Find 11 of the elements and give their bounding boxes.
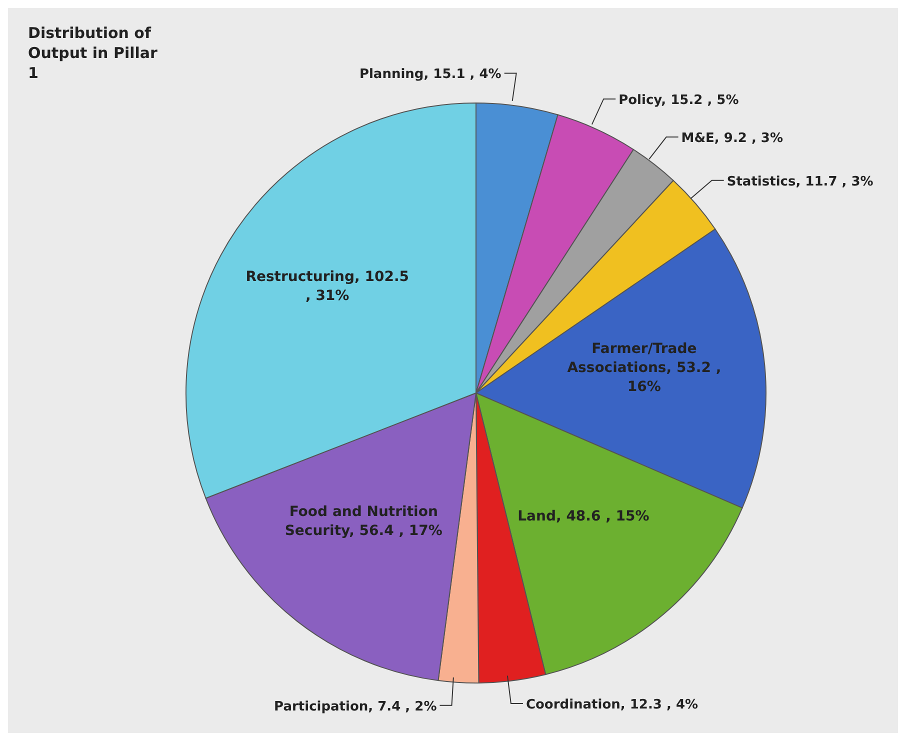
slice-label: Farmer/Trade Associations, 53.2 , 16%: [567, 341, 722, 396]
slice-label: Coordination, 12.3 , 4%: [526, 697, 698, 712]
slice-label: Policy, 15.2 , 5%: [618, 92, 739, 108]
slice-label: Statistics, 11.7 , 3%: [726, 174, 874, 190]
slice-label: Restructuring, 102.5 , 31%: [246, 268, 410, 304]
slice-label: M&E, 9.2 , 3%: [681, 131, 784, 146]
slice-label: Planning, 15.1 , 4%: [359, 67, 502, 82]
slice-label: Participation, 7.4 , 2%: [274, 699, 437, 714]
slice-label: Food and Nutrition Security, 56.4 , 17%: [284, 504, 442, 539]
chart-title: Distribution of Output in Pillar 1: [28, 24, 158, 82]
slice-label: Land, 48.6 , 15%: [518, 508, 650, 525]
